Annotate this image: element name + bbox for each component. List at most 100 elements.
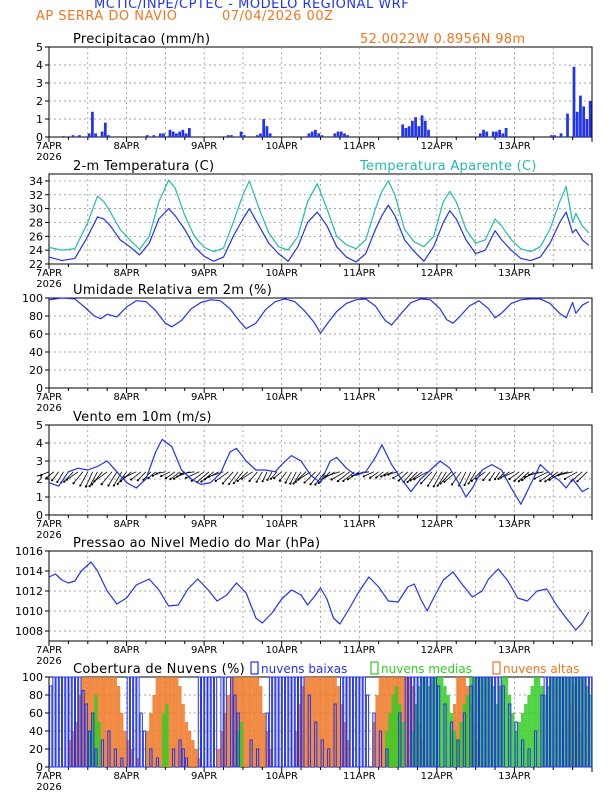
wind-arrow-head xyxy=(336,480,340,483)
precip-bar xyxy=(343,133,346,137)
x-tick-label: 7APR xyxy=(36,141,62,152)
precip-bar xyxy=(585,119,589,137)
cloud-bar-low xyxy=(297,676,302,768)
cloud-bar-high xyxy=(71,731,75,767)
cloud-bar-mid xyxy=(420,677,424,767)
precip-bar xyxy=(404,128,408,137)
y-tick-label: 0 xyxy=(36,382,43,395)
precip-bar xyxy=(91,111,94,137)
cloud-bar-mid xyxy=(165,704,169,767)
x-tick-label: 13APR xyxy=(498,771,531,782)
y-tick-label: 28 xyxy=(29,216,43,229)
x-tick-label: 7APR xyxy=(36,519,62,530)
cloud-bar-high xyxy=(136,758,140,767)
y-tick-label: 1010 xyxy=(15,605,43,618)
wind-arrow-head xyxy=(51,479,54,482)
cloud-bar-mid xyxy=(582,677,586,767)
cloud-bar-low xyxy=(346,676,350,768)
precip-bar xyxy=(427,129,430,137)
cloud-bar-mid xyxy=(427,686,431,767)
cloud-bar-high xyxy=(129,749,134,767)
precip-bar xyxy=(226,135,230,137)
legend-swatch xyxy=(370,661,379,675)
wind-arrow-head xyxy=(278,479,281,482)
wind-arrow xyxy=(500,471,510,478)
cloud-bar-mid xyxy=(579,677,583,767)
precip-bar xyxy=(171,131,175,137)
wind-arrow-head xyxy=(164,477,168,480)
cloud-bar-low xyxy=(365,694,370,768)
cloud-bar-low xyxy=(553,676,557,768)
legend-label: nuvens baixas xyxy=(261,662,347,676)
cloud-bar-high xyxy=(323,677,328,767)
cloud-bar-low xyxy=(333,703,337,768)
precip-bar xyxy=(346,135,350,137)
cloud-bar-low xyxy=(281,676,286,768)
wind-arrow xyxy=(514,471,525,482)
cloud-bar-mid xyxy=(569,677,573,767)
cloud-bar-low xyxy=(372,712,376,768)
location-coords: 52.0022W 0.8956N 98m xyxy=(360,32,525,47)
cloud-bar-mid xyxy=(566,677,570,767)
wind-arrow xyxy=(494,471,501,480)
cloud-bar-high xyxy=(326,677,331,767)
cloud-bar-high xyxy=(307,677,311,767)
cloud-bar-high xyxy=(411,686,415,767)
wind-arrow xyxy=(437,471,447,486)
cloud-bar-low xyxy=(472,676,476,768)
wind-arrow xyxy=(331,471,345,480)
wind-arrow xyxy=(196,471,210,483)
cloud-bar-low xyxy=(572,676,576,768)
cloud-bar-high xyxy=(187,731,192,767)
cloud-bar-mid xyxy=(469,677,473,767)
x-tick-label: 10APR xyxy=(265,519,298,530)
x-tick-label: 7APR xyxy=(36,392,62,403)
x-tick-label: 13APR xyxy=(498,268,531,279)
cloud-bar-low xyxy=(68,676,72,768)
wind-arrow-head xyxy=(463,483,466,487)
wind-arrow xyxy=(262,471,268,482)
cloud-bar-low xyxy=(285,676,289,768)
cloud-bar-low xyxy=(588,676,593,768)
x-tick-label: 10APR xyxy=(265,771,298,782)
cloud-bar-low xyxy=(314,721,318,768)
cloud-bar-low xyxy=(385,748,389,768)
cloud-bar-high xyxy=(194,749,198,767)
cloud-bar-low xyxy=(197,676,202,768)
cloud-bar-low xyxy=(407,676,412,768)
precip-bar xyxy=(94,133,97,137)
wind-arrow-head xyxy=(56,480,59,483)
wind-arrow xyxy=(270,471,278,479)
cloud-bar-mid xyxy=(417,686,421,767)
precip-bar xyxy=(553,135,556,137)
wind-arrow xyxy=(384,471,394,476)
precip-bar xyxy=(549,135,553,137)
cloud-bar-mid xyxy=(436,677,441,767)
wind-arrow xyxy=(489,471,496,481)
wind-arrow xyxy=(124,471,137,478)
cloud-bar-high xyxy=(84,677,88,767)
cloud-bar-low xyxy=(139,712,143,768)
wind-arrow-head xyxy=(497,477,500,481)
cloud-bar-high xyxy=(197,758,201,767)
wind-arrow-head xyxy=(369,476,372,479)
cloud-bar-mid xyxy=(475,677,479,767)
x-tick-label: 10APR xyxy=(265,141,298,152)
cloud-bar-low xyxy=(433,676,437,768)
wind-arrow xyxy=(407,471,418,483)
wind-arrow xyxy=(440,471,452,484)
cloud-bar-low xyxy=(142,730,147,768)
cloud-bar-mid xyxy=(446,695,450,767)
wind-arrow xyxy=(414,471,428,480)
wind-arrow xyxy=(165,471,176,479)
cloud-bar-low xyxy=(514,721,518,768)
panel-title: Cobertura de Nuvens (%) xyxy=(73,662,245,677)
wind-arrow-head xyxy=(136,479,139,482)
cloud-bar-mid xyxy=(472,677,476,767)
cloud-bar-low xyxy=(136,676,140,768)
cloud-bar-mid xyxy=(162,713,166,767)
cloud-bar-high xyxy=(100,677,105,767)
cloud-bar-low xyxy=(352,676,357,768)
wind-arrow-head xyxy=(576,480,579,483)
wind-arrow-head xyxy=(248,479,251,483)
